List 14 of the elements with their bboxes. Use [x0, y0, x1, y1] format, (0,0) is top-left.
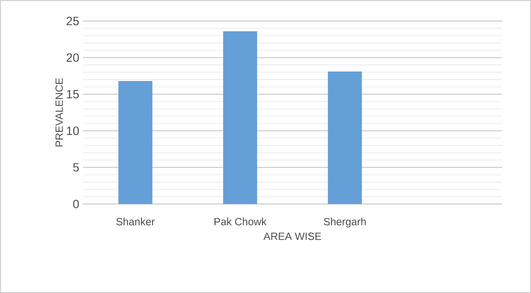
- y-tick-label: 15: [66, 90, 79, 98]
- y-tick-label: 20: [66, 53, 79, 62]
- y-axis-title: PREVALENCE: [55, 78, 63, 146]
- bar: [223, 31, 258, 204]
- y-tick-label: 0: [73, 200, 79, 208]
- y-tick-label: 10: [66, 126, 79, 136]
- y-tick-label: 25: [66, 16, 79, 26]
- bar: [118, 81, 152, 204]
- x-tick-label: Shergarh: [324, 218, 366, 228]
- x-tick-label: Shanker: [116, 218, 155, 226]
- bar: [328, 72, 362, 204]
- y-tick-label: 5: [73, 163, 79, 172]
- x-tick-label: Pak Chowk: [214, 218, 267, 226]
- x-axis-title: AREA WISE: [263, 232, 322, 240]
